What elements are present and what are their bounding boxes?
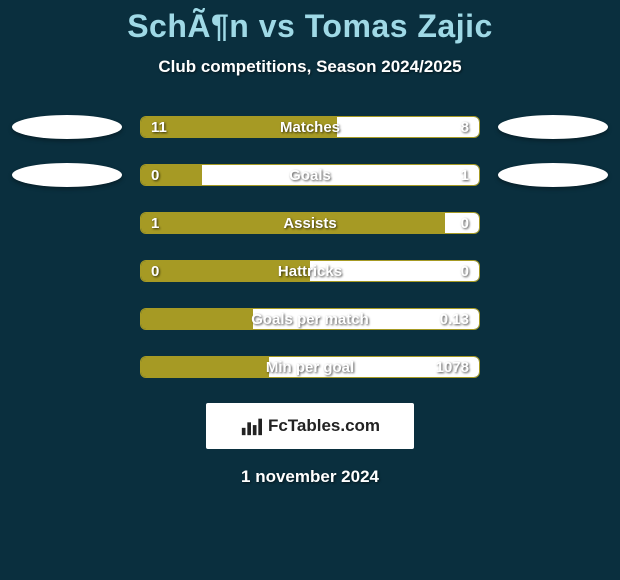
comparison-card: SchÃ¶n vs Tomas Zajic Club competitions,… — [0, 0, 620, 580]
stat-row: 118Matches — [0, 115, 620, 139]
stat-row: 0.13Goals per match — [0, 307, 620, 331]
stat-label: Goals — [141, 165, 479, 185]
stat-row: 10Assists — [0, 211, 620, 235]
stat-bar: 00Hattricks — [140, 260, 480, 282]
stat-bar: 0.13Goals per match — [140, 308, 480, 330]
stat-bar: 1078Min per goal — [140, 356, 480, 378]
bars-icon — [240, 415, 262, 437]
card-date: 1 november 2024 — [0, 467, 620, 487]
stat-label: Min per goal — [141, 357, 479, 377]
player2-badge — [498, 115, 608, 139]
player1-badge — [12, 163, 122, 187]
card-subtitle: Club competitions, Season 2024/2025 — [0, 57, 620, 77]
stat-row: 01Goals — [0, 163, 620, 187]
attribution-text: FcTables.com — [268, 416, 380, 436]
stat-row: 1078Min per goal — [0, 355, 620, 379]
stat-label: Assists — [141, 213, 479, 233]
stat-bar: 118Matches — [140, 116, 480, 138]
stat-label: Goals per match — [141, 309, 479, 329]
stat-bar: 01Goals — [140, 164, 480, 186]
stat-row: 00Hattricks — [0, 259, 620, 283]
attribution-badge: FcTables.com — [206, 403, 414, 449]
player1-badge — [12, 115, 122, 139]
stat-label: Matches — [141, 117, 479, 137]
player2-badge — [498, 163, 608, 187]
stat-rows: 118Matches 01Goals 10Assists 00Hattricks 0.1… — [0, 115, 620, 379]
card-title: SchÃ¶n vs Tomas Zajic — [0, 0, 620, 45]
stat-bar: 10Assists — [140, 212, 480, 234]
stat-label: Hattricks — [141, 261, 479, 281]
